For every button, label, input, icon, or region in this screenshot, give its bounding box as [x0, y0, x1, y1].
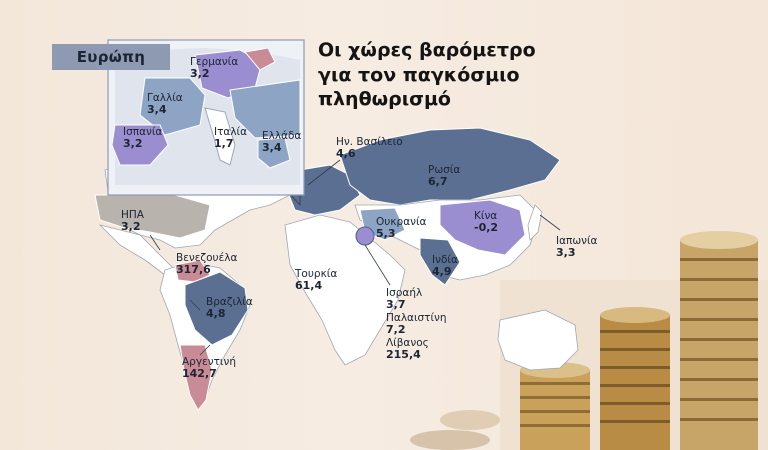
label-japan: Ιαπωνία 3,3 — [556, 235, 598, 260]
label-china: Κίνα -0,2 — [474, 210, 499, 235]
south-america — [159, 259, 251, 411]
label-usa: ΗΠΑ 3,2 — [121, 209, 144, 234]
russia — [339, 127, 561, 206]
label-brazil: Βραζιλία 4,8 — [206, 296, 253, 321]
label-russia: Ρωσία 6,7 — [428, 164, 461, 189]
map-title: Οι χώρες βαρόμετρο για τον παγκόσμιο πλη… — [318, 39, 536, 111]
australia — [497, 309, 579, 371]
label-ukraine: Ουκρανία 5,3 — [376, 216, 427, 241]
label-spain: Ισπανία 3,2 — [123, 126, 163, 151]
middle-east-highlight — [355, 226, 375, 246]
label-palestine: Παλαιστίνη 7,2 — [386, 312, 447, 337]
label-venezuela: Βενεζουέλα 317,6 — [176, 252, 238, 277]
label-greece: Ελλάδα 3,4 — [262, 130, 302, 155]
europe-inset-tab: Ευρώπη — [52, 44, 170, 70]
asia — [354, 194, 543, 286]
label-argentina: Αργεντινή 142,7 — [182, 356, 236, 381]
africa — [284, 214, 406, 366]
label-lebanon: Λίβανος 215,4 — [386, 337, 429, 362]
label-turkey: Τουρκία 61,4 — [295, 268, 338, 293]
label-india: Ινδία 4,9 — [432, 254, 458, 279]
label-israel: Ισραήλ 3,7 — [386, 287, 423, 312]
label-germany: Γερμανία 3,2 — [190, 56, 239, 81]
coin-stacks-image — [410, 231, 768, 450]
label-italy: Ιταλία 1,7 — [214, 126, 248, 151]
label-france: Γαλλία 3,4 — [147, 92, 183, 117]
label-uk: Ην. Βασίλειο 4,6 — [336, 136, 403, 161]
